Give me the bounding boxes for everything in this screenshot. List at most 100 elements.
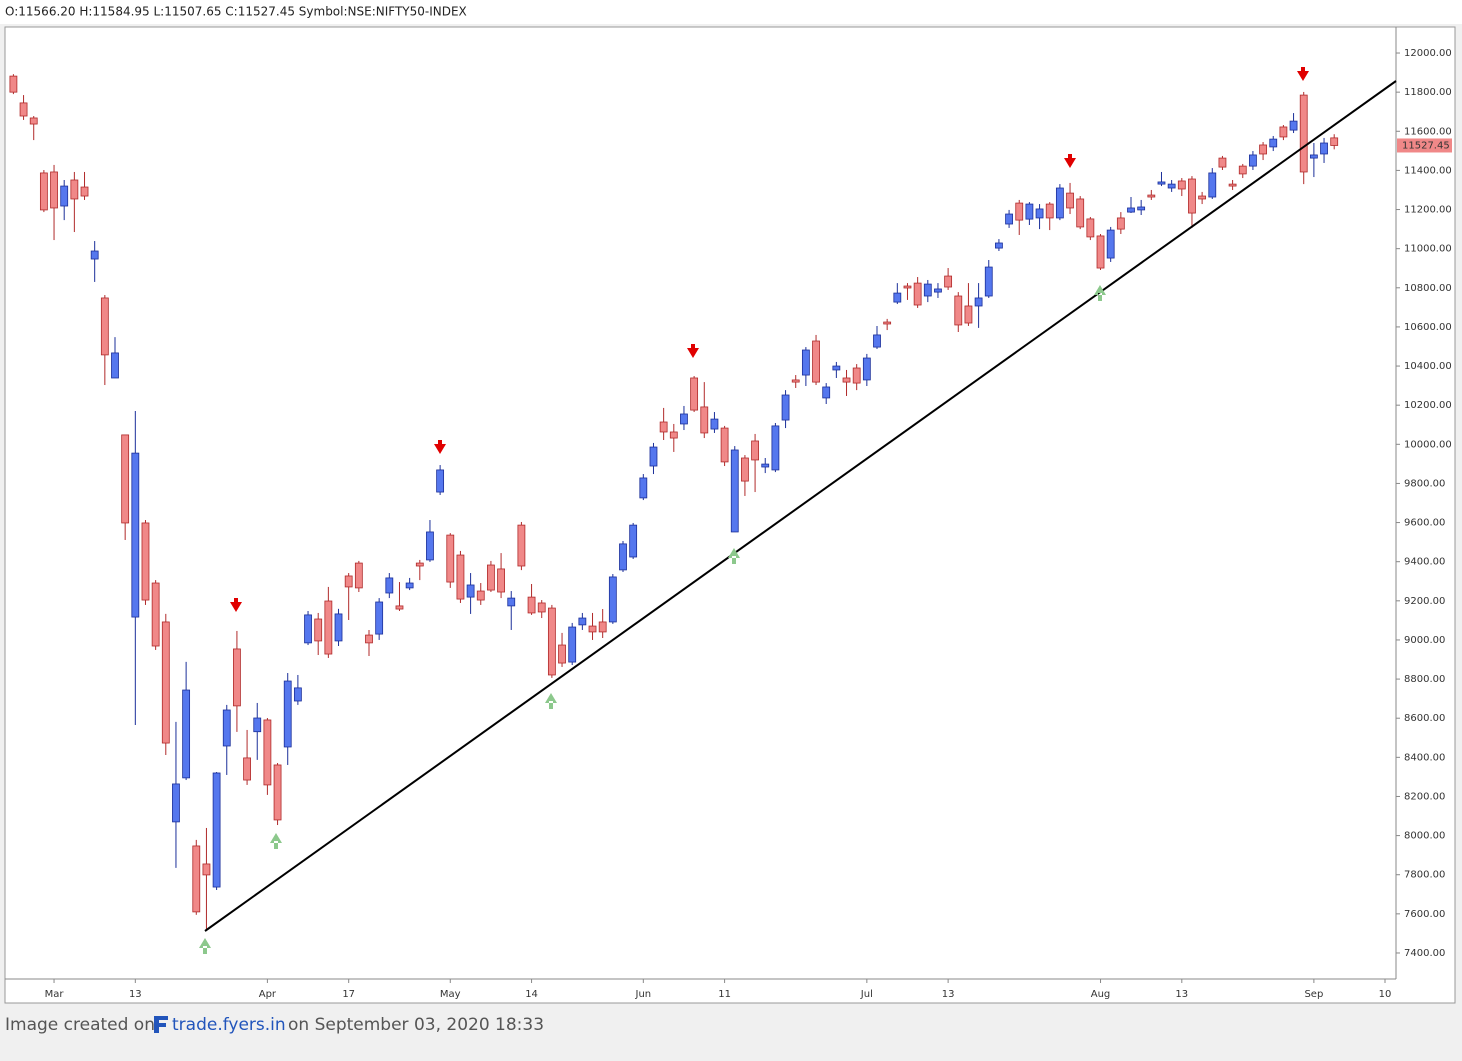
candle-body [446, 534, 455, 583]
candle-body [558, 644, 566, 664]
candle-body [598, 621, 607, 633]
y-tick-label: 12000.00 [1404, 48, 1452, 59]
candle-body [1299, 94, 1308, 173]
candle-body [172, 783, 180, 823]
candle-body [974, 297, 983, 307]
candle-body [812, 340, 820, 383]
candle-body [1238, 165, 1247, 175]
candle-body [547, 607, 556, 676]
down-arrow [434, 440, 446, 454]
y-tick-label: 9400.00 [1404, 557, 1445, 568]
candle-body [354, 562, 363, 589]
candle-body [283, 680, 292, 748]
last-price-box [1397, 138, 1452, 153]
candle-body [944, 275, 953, 288]
candle-body [202, 863, 211, 876]
candle-body [984, 266, 993, 297]
candle-body [1228, 183, 1237, 187]
candle-body [466, 584, 475, 598]
candle-body [995, 242, 1003, 249]
candle-body [639, 477, 648, 499]
candle-body [1309, 154, 1318, 159]
candle-body [913, 282, 922, 306]
candle-body [151, 582, 160, 647]
candle-body [1015, 202, 1024, 221]
candle-body [527, 596, 536, 614]
candle-body [233, 648, 241, 707]
y-tick-label: 10800.00 [1404, 283, 1452, 294]
candle-body [436, 469, 445, 493]
candle-body [100, 297, 109, 356]
candle-body [1106, 229, 1115, 259]
y-tick-label: 10000.00 [1404, 439, 1452, 450]
candle-body [385, 577, 394, 594]
candle-body [619, 543, 627, 571]
x-tick-label: May [440, 989, 461, 1000]
candle-body [19, 102, 28, 117]
candle-body [537, 602, 546, 613]
footer-site[interactable]: trade.fyers.in [172, 1015, 286, 1035]
candle-body [862, 357, 871, 381]
candle-body [964, 305, 973, 324]
candle-body [9, 75, 18, 93]
candle-body [70, 179, 79, 200]
candle-body [263, 719, 272, 786]
trend-line [204, 80, 1397, 932]
up-arrow [728, 548, 740, 564]
x-tick-label: Aug [1091, 989, 1111, 1000]
candle-body [659, 421, 668, 433]
fyers-logo [154, 1016, 168, 1033]
candle-body [39, 172, 48, 211]
candle-body [1137, 206, 1146, 211]
candle-body [1116, 217, 1125, 230]
chart-frame [4, 26, 1456, 1004]
up-arrow [1094, 285, 1106, 301]
candle-body [253, 717, 262, 733]
x-tick-label: 11 [718, 989, 731, 1000]
candle-body [1320, 142, 1328, 155]
candle-body [141, 522, 150, 601]
candle-body [680, 413, 688, 425]
y-tick-label: 10600.00 [1404, 322, 1452, 333]
down-arrow [1297, 67, 1309, 81]
candle-body [822, 386, 831, 399]
plot [9, 74, 1339, 930]
candle-body [791, 379, 800, 383]
y-tick-label: 11600.00 [1404, 126, 1452, 137]
candle-body [1157, 181, 1166, 185]
y-tick-label: 9200.00 [1404, 596, 1445, 607]
candle-body [1259, 144, 1267, 155]
candle-body [730, 449, 739, 533]
y-tick-label: 8000.00 [1404, 831, 1445, 842]
candle-body [1188, 178, 1196, 214]
candle-body [842, 377, 851, 383]
candle-body [365, 634, 373, 644]
down-arrow [687, 344, 699, 358]
candle-body [669, 431, 678, 439]
candle-body [741, 457, 749, 482]
candle-body [578, 617, 587, 626]
candle-body [1096, 235, 1105, 269]
candle-body [801, 349, 810, 376]
candle-body [182, 689, 191, 779]
candle-body [700, 406, 709, 434]
candle-body [507, 597, 516, 607]
candle-body [1127, 207, 1135, 213]
candle-body [50, 171, 58, 209]
candle-body [1167, 183, 1176, 189]
candle-body [1198, 195, 1207, 200]
candle-body [751, 440, 759, 461]
y-tick-label: 11400.00 [1404, 165, 1452, 176]
up-arrow [545, 693, 557, 709]
candle-body [161, 621, 170, 744]
candle-body [1025, 203, 1034, 220]
x-tick-label: 17 [342, 989, 355, 1000]
candle-body [324, 600, 333, 655]
y-tick-label: 8400.00 [1404, 752, 1445, 763]
x-tick-label: Mar [45, 989, 65, 1000]
candle-body [293, 687, 302, 702]
y-tick-label: 10200.00 [1404, 400, 1452, 411]
x-tick-label: 13 [1175, 989, 1188, 1000]
candle-body [710, 418, 719, 430]
candle-body [1289, 120, 1298, 131]
